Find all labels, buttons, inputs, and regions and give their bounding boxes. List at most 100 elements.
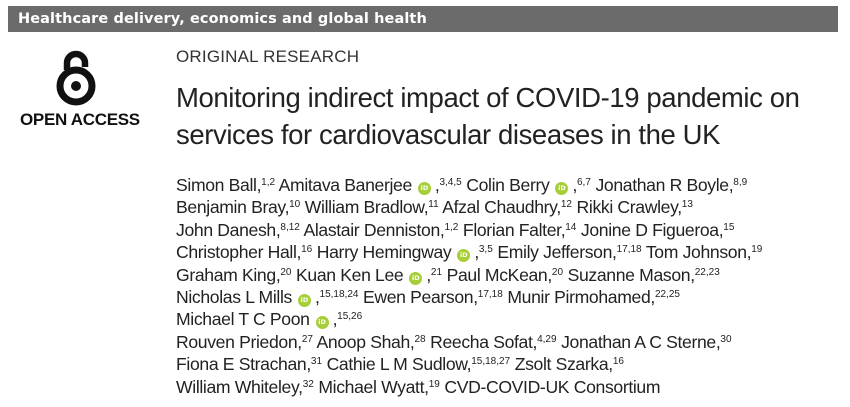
- affiliation-number: 21: [430, 266, 443, 278]
- author[interactable]: Benjamin Bray,10: [176, 197, 301, 218]
- author[interactable]: CVD-COVID-UK Consortium: [444, 377, 660, 397]
- section-bar: Healthcare delivery, economics and globa…: [8, 6, 838, 32]
- author-name: Rouven Priedon: [176, 331, 298, 352]
- author-name: Michael T C Poon: [176, 309, 310, 330]
- author[interactable]: Afzal Chaudhry,12: [442, 197, 572, 218]
- affiliation-number: 20: [551, 266, 564, 278]
- affiliation-number: 22,25: [654, 289, 680, 301]
- author-name: Jonathan A C Sterne: [561, 331, 716, 352]
- author-name: Alastair Denniston: [303, 219, 440, 240]
- affiliation-number: 22,23: [694, 266, 720, 278]
- author[interactable]: Anoop Shah,28: [316, 331, 426, 352]
- author-name: Florian Falter: [462, 219, 561, 240]
- author[interactable]: Fiona E Strachan,31: [176, 354, 323, 375]
- author[interactable]: William Whiteley,32: [176, 376, 314, 397]
- author-name: Michael Wyatt: [318, 376, 425, 397]
- orcid-icon[interactable]: iD: [417, 182, 431, 195]
- author-name: Rikki Crawley: [576, 197, 678, 218]
- affiliation-number: 15,18,27: [471, 356, 511, 368]
- author[interactable]: Tom Johnson,19: [645, 242, 763, 263]
- author[interactable]: Reecha Sofat,4,29: [430, 331, 557, 352]
- affiliation-number: 30: [720, 333, 732, 345]
- affiliation-number: 3,4,5: [439, 177, 462, 188]
- author-name: Paul McKean: [446, 264, 548, 285]
- affiliation-number: 8,12: [280, 221, 300, 233]
- author[interactable]: Colin Berry iD ,6,7: [466, 175, 591, 195]
- author-name: John Danesh: [176, 219, 276, 240]
- author-name: Jonathan R Boyle: [595, 175, 729, 195]
- orcid-icon[interactable]: iD: [409, 271, 423, 285]
- author[interactable]: John Danesh,8,12: [176, 219, 300, 240]
- author-name: Harry Hemingway: [316, 242, 452, 263]
- author[interactable]: Rikki Crawley,13: [576, 197, 693, 218]
- author[interactable]: Christopher Hall,16: [176, 242, 313, 263]
- affiliation-number: 31: [310, 356, 323, 368]
- author[interactable]: Alastair Denniston,1,2: [303, 219, 459, 240]
- affiliation-number: 15,18,24: [319, 289, 359, 301]
- author[interactable]: Emily Jefferson,17,18: [497, 242, 642, 263]
- author-name: Colin Berry: [466, 175, 550, 195]
- affiliation-number: 12: [560, 199, 572, 211]
- author[interactable]: Florian Falter,14: [462, 219, 577, 240]
- affiliation-number: 13: [681, 199, 693, 211]
- affiliation-number: 17,18: [477, 289, 503, 301]
- author[interactable]: Kuan Ken Lee iD ,21: [296, 264, 443, 285]
- affiliation-number: 32: [302, 378, 314, 390]
- affiliation-number: 15: [723, 221, 735, 233]
- author[interactable]: Ewen Pearson,17,18: [363, 287, 503, 308]
- author[interactable]: Rouven Priedon,27: [176, 331, 313, 352]
- affiliation-number: 1,2: [261, 177, 276, 188]
- open-access-lock-icon: [56, 50, 96, 106]
- orcid-icon[interactable]: iD: [555, 182, 569, 195]
- author[interactable]: Jonathan A C Sterne,30: [561, 331, 732, 352]
- author-name: Christopher Hall: [176, 242, 297, 263]
- article-type: ORIGINAL RESEARCH: [176, 47, 360, 66]
- orcid-icon[interactable]: iD: [297, 294, 311, 308]
- affiliation-number: 11: [428, 199, 439, 211]
- author[interactable]: Michael T C Poon iD ,15,26: [176, 309, 363, 330]
- author-name: CVD-COVID-UK Consortium: [444, 376, 661, 397]
- author[interactable]: Simon Ball,1,2: [176, 175, 276, 195]
- author[interactable]: William Bradlow,11: [304, 197, 439, 218]
- author[interactable]: Michael Wyatt,19: [318, 376, 440, 397]
- article-title: Monitoring indirect impact of COVID-19 p…: [176, 82, 800, 150]
- author-name: Afzal Chaudhry: [442, 197, 557, 218]
- author-name: Anoop Shah: [316, 331, 411, 352]
- author-name: Emily Jefferson: [497, 242, 613, 263]
- author-list: Simon Ball,1,2 Amitava Banerjee iD ,3,4,5 …: [176, 174, 844, 398]
- author-name: Ewen Pearson: [363, 287, 474, 308]
- author-name: Graham King: [176, 264, 276, 285]
- affiliation-number: 20: [280, 266, 292, 278]
- author-name: William Whiteley: [176, 376, 299, 397]
- affiliation-number: 27: [301, 333, 313, 345]
- author[interactable]: Zsolt Szarka,16: [514, 354, 624, 375]
- author-name: Simon Ball: [176, 175, 257, 195]
- affiliation-number: 14: [565, 221, 577, 233]
- author[interactable]: Paul McKean,20: [446, 264, 564, 285]
- author[interactable]: Munir Pirmohamed,22,25: [507, 287, 680, 308]
- author[interactable]: Suzanne Mason,22,23: [567, 264, 720, 285]
- author[interactable]: Jonathan R Boyle,8,9: [595, 175, 748, 195]
- affiliation-number: 16: [612, 356, 624, 368]
- affiliation-number: 1,2: [444, 221, 459, 233]
- author-name: Nicholas L Mills: [176, 287, 292, 308]
- author-name: Munir Pirmohamed: [507, 287, 651, 308]
- affiliation-number: 19: [428, 378, 440, 390]
- affiliation-number: 10: [289, 199, 301, 211]
- orcid-icon[interactable]: iD: [457, 249, 471, 263]
- author[interactable]: Harry Hemingway iD ,3,5: [316, 242, 493, 263]
- author-name: Fiona E Strachan: [176, 354, 307, 375]
- author[interactable]: Jonine D Figueroa,15: [580, 219, 735, 240]
- affiliation-number: 17,18: [616, 244, 642, 256]
- author[interactable]: Graham King,20: [176, 264, 292, 285]
- author-name: Suzanne Mason: [567, 264, 691, 285]
- author[interactable]: Nicholas L Mills iD ,15,18,24: [176, 287, 359, 308]
- affiliation-number: 6,7: [576, 177, 591, 188]
- affiliation-number: 8,9: [733, 177, 748, 188]
- author[interactable]: Amitava Banerjee iD ,3,4,5: [278, 175, 462, 195]
- orcid-icon[interactable]: iD: [315, 316, 329, 330]
- author[interactable]: Cathie L M Sudlow,15,18,27: [326, 354, 511, 375]
- affiliation-number: 15,26: [337, 311, 363, 323]
- affiliation-number: 4,29: [537, 333, 557, 345]
- author-name: Jonine D Figueroa: [580, 219, 719, 240]
